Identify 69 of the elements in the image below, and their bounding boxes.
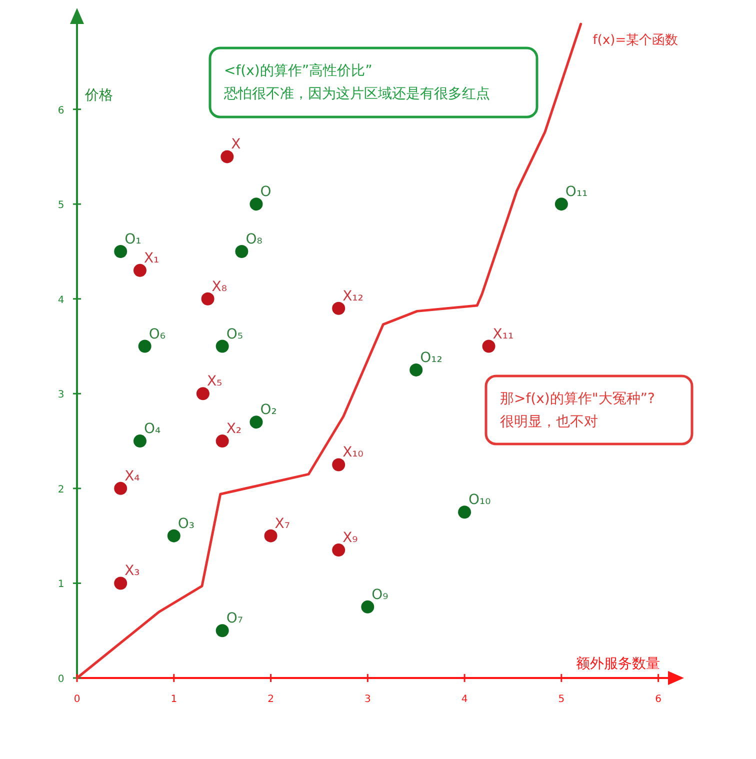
point (332, 302, 346, 315)
point (264, 529, 278, 542)
point (133, 264, 146, 277)
point (114, 244, 128, 258)
x-tick-label: 0 (74, 694, 80, 705)
point (133, 434, 146, 448)
point (410, 363, 423, 376)
data-label: X₃ (124, 563, 140, 580)
y-tick-label: 0 (58, 674, 64, 685)
data-label: X₅ (206, 374, 222, 390)
data-label: O₁ (124, 231, 142, 248)
data-label: O₁₀ (468, 492, 492, 508)
y-tick-label: 6 (58, 105, 64, 116)
data-label: O₈ (246, 231, 263, 248)
point (216, 624, 229, 638)
y-tick-label: 2 (58, 484, 64, 496)
point (361, 600, 374, 614)
data-label: X₁₁ (492, 326, 514, 342)
data-label: X₁₂ (342, 288, 364, 304)
x-axis-title: 额外服务数量 (576, 656, 660, 672)
point (216, 434, 229, 448)
annotation: <f(x)的算作”高性价比” 恐怕很不准，因为这片区域还是有很多红点 (223, 63, 490, 102)
point (482, 340, 496, 353)
x-tick-label: 2 (268, 694, 274, 705)
y-tick-label: 4 (58, 294, 64, 306)
point (332, 458, 346, 472)
point (216, 340, 229, 353)
point (114, 576, 128, 590)
point (250, 416, 263, 429)
data-label: X₈ (212, 278, 228, 295)
x-tick-label: 5 (558, 694, 565, 705)
x-tick-label: 3 (364, 694, 371, 705)
point (250, 198, 263, 211)
point (138, 340, 152, 353)
data-label: O₉ (372, 586, 389, 603)
point (114, 482, 128, 495)
data-label: O₁₁ (565, 184, 588, 200)
data-label: O₅ (226, 326, 243, 342)
point (196, 387, 210, 400)
x-tick-label: 6 (655, 694, 662, 705)
point (235, 244, 248, 258)
data-label: O₂ (260, 402, 277, 418)
point (554, 198, 568, 211)
x-tick-label: 1 (170, 694, 178, 705)
x-tick-label: 4 (461, 694, 468, 705)
data-label: O₃ (178, 516, 195, 532)
y-axis-title: 价格 (84, 87, 113, 104)
point (332, 544, 346, 557)
data-label: X (231, 136, 242, 153)
series-label: f(x)=某个函数 (592, 33, 678, 48)
y-tick-label: 1 (58, 579, 64, 590)
data-label: O₇ (226, 610, 243, 627)
data-label: X₁ (144, 250, 160, 266)
data-label: X₇ (274, 516, 290, 532)
data-label: O₆ (148, 326, 166, 342)
data-label: X₉ (342, 530, 358, 546)
point (167, 529, 180, 542)
point (201, 292, 214, 306)
y-tick-label: 5 (58, 200, 64, 212)
data-label: O₄ (144, 421, 161, 438)
data-label: X₄ (124, 468, 140, 484)
data-label: X₁₀ (342, 444, 364, 461)
data-label: O₁₂ (420, 350, 442, 366)
y-tick-label: 3 (58, 390, 64, 401)
data-label: O (260, 184, 272, 200)
point (458, 506, 472, 519)
point (220, 150, 234, 164)
data-label: X₂ (226, 421, 242, 438)
annotation: 那>f(x)的算作"大冤种”? 很明显，也不对 (500, 391, 655, 430)
